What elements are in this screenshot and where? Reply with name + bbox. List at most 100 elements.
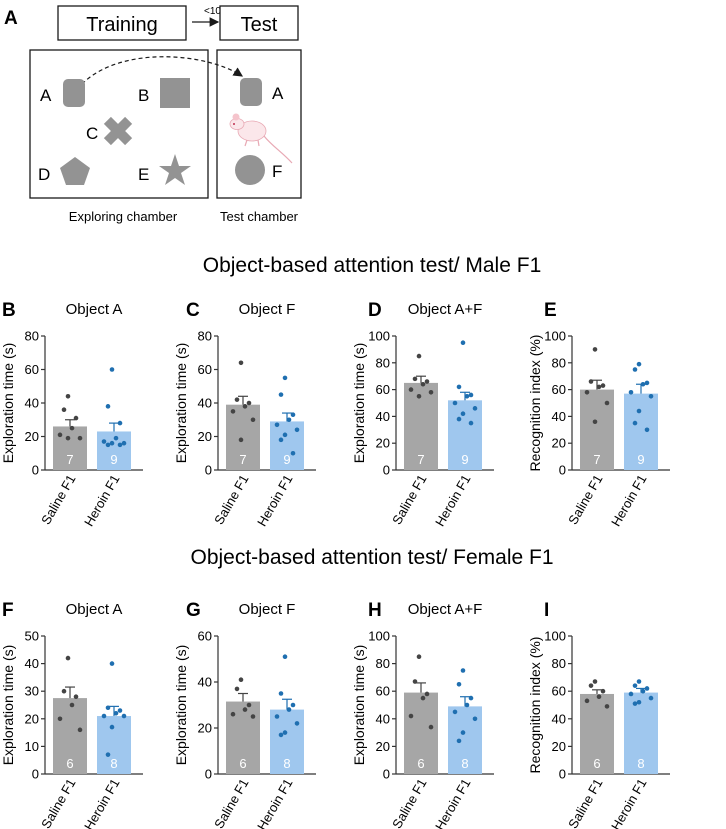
data-point	[640, 381, 646, 387]
schematic-panel: A Training <10 sec Test A B C D E A	[4, 5, 302, 224]
chart-title: Object F	[239, 601, 296, 618]
x-tick-label: Saline F1	[389, 472, 429, 527]
data-point	[77, 727, 83, 733]
data-point	[628, 691, 634, 697]
data-point	[632, 701, 638, 706]
object-d-label: D	[38, 165, 50, 184]
n-label: 9	[283, 452, 290, 467]
data-point	[428, 389, 434, 395]
data-point	[460, 730, 466, 735]
chart-title: Object A	[66, 301, 123, 318]
test-object-a-label: A	[272, 84, 284, 103]
data-point	[290, 450, 296, 456]
data-point	[109, 440, 115, 446]
data-point	[584, 698, 590, 704]
y-tick-label: 100	[368, 629, 390, 644]
row-title-female: Object-based attention test/ Female F1	[190, 546, 553, 569]
y-tick-label: 20	[552, 436, 566, 451]
data-point	[628, 389, 634, 395]
data-point	[234, 397, 240, 402]
data-point	[105, 404, 111, 409]
y-tick-label: 80	[552, 656, 566, 671]
data-point	[428, 724, 434, 730]
chart-title: Object A+F	[408, 601, 483, 618]
data-point	[57, 716, 63, 722]
x-tick-label: Saline F1	[389, 776, 429, 829]
data-point	[596, 384, 602, 390]
y-tick-label: 80	[376, 355, 390, 370]
panel-letter: E	[544, 300, 557, 321]
x-tick-label: Saline F1	[211, 472, 251, 527]
data-point	[286, 707, 292, 712]
y-tick-label: 20	[198, 721, 212, 736]
x-tick-label: Heroin F1	[608, 776, 650, 829]
data-point	[588, 683, 594, 688]
data-point	[282, 730, 288, 735]
data-point	[644, 380, 650, 386]
y-axis-label: Exploration time (s)	[0, 343, 16, 464]
bar-heroin	[624, 393, 658, 470]
n-label: 6	[66, 756, 73, 771]
object-c-label: C	[86, 124, 98, 143]
data-point	[246, 400, 252, 406]
y-axis-label: Exploration time (s)	[351, 645, 367, 766]
data-point	[282, 375, 288, 381]
data-point	[596, 694, 602, 700]
bar-saline	[53, 698, 87, 774]
data-point	[238, 360, 244, 366]
y-tick-label: 100	[544, 329, 566, 344]
data-point	[274, 714, 280, 719]
chart-b: B Object A 0 20 40 60 80 Exploration time (s) 7 S…	[0, 300, 143, 529]
bar-heroin	[270, 709, 304, 774]
data-point	[109, 661, 115, 666]
data-point	[294, 721, 300, 726]
y-tick-label: 60	[552, 382, 566, 397]
data-point	[69, 702, 75, 708]
data-point	[117, 442, 123, 448]
data-point	[105, 705, 111, 711]
x-tick-label: Heroin F1	[432, 776, 474, 829]
data-point	[61, 688, 67, 694]
test-object-f-label: F	[272, 162, 282, 181]
y-tick-label: 40	[376, 711, 390, 726]
data-point	[238, 677, 244, 682]
x-tick-label: Heroin F1	[81, 472, 123, 529]
y-axis-label: Exploration time (s)	[0, 645, 16, 766]
data-point	[588, 379, 594, 384]
panel-letter: I	[544, 600, 549, 621]
y-tick-label: 0	[205, 463, 212, 478]
bar-heroin	[624, 692, 658, 774]
y-tick-label: 20	[25, 711, 39, 726]
data-point	[584, 389, 590, 395]
object-e-label: E	[138, 165, 149, 184]
n-label: 7	[66, 452, 73, 467]
y-tick-label: 30	[25, 684, 39, 699]
data-point	[408, 387, 414, 392]
chart-title: Object A	[66, 601, 123, 618]
data-point	[69, 425, 75, 431]
y-tick-label: 0	[205, 767, 212, 782]
y-tick-label: 80	[198, 329, 212, 344]
data-point	[644, 427, 650, 433]
chart-f: F Object A 0 10 20 30 40 50 Exploration time (s)…	[0, 600, 143, 829]
data-point	[65, 655, 71, 661]
y-tick-label: 0	[32, 463, 39, 478]
data-point	[290, 702, 296, 708]
data-point	[592, 679, 598, 684]
panel-letter: G	[186, 600, 201, 621]
chart-title: Object F	[239, 301, 296, 318]
data-point	[460, 411, 466, 417]
data-point	[286, 417, 292, 423]
data-point	[282, 432, 288, 438]
training-box	[57, 5, 187, 41]
n-label: 7	[239, 452, 246, 467]
data-point	[278, 392, 284, 397]
y-tick-label: 80	[552, 355, 566, 370]
y-tick-label: 10	[25, 739, 39, 754]
data-point	[117, 420, 123, 426]
data-point	[61, 407, 67, 413]
data-point	[604, 400, 610, 406]
data-point	[636, 679, 642, 684]
